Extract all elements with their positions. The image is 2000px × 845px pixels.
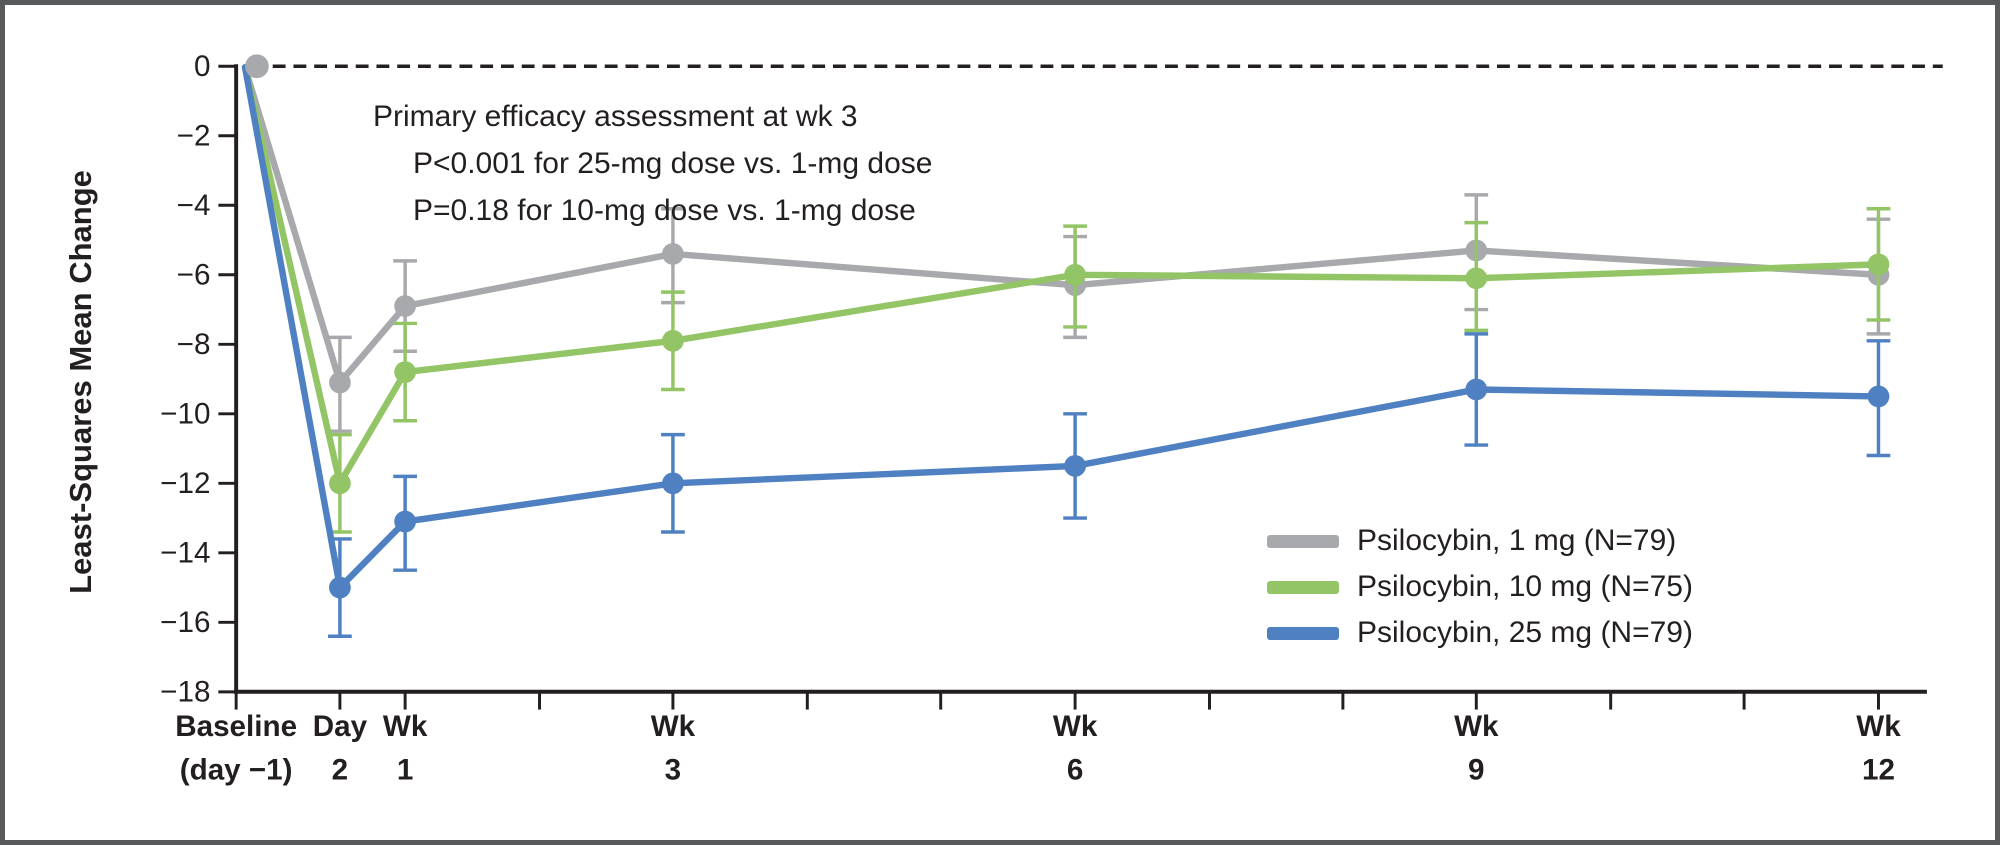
- legend-row-psilocybin-1mg: Psilocybin, 1 mg (N=79): [1267, 518, 1693, 564]
- y-tick-label: −14: [160, 536, 210, 569]
- y-tick-label: −10: [160, 397, 210, 430]
- legend-row-psilocybin-10mg: Psilocybin, 10 mg (N=75): [1267, 564, 1693, 610]
- data-point-psilocybin-1mg: [329, 371, 351, 394]
- data-point-psilocybin-1mg: [394, 295, 416, 317]
- x-tick-label-line1: Day: [313, 710, 368, 743]
- data-point-psilocybin-25mg: [1867, 385, 1890, 408]
- y-tick-label: −6: [177, 258, 211, 291]
- data-point-psilocybin-10mg: [329, 472, 351, 495]
- legend-label-psilocybin-25mg: Psilocybin, 25 mg (N=79): [1357, 616, 1693, 649]
- data-point-psilocybin-25mg: [1064, 455, 1086, 477]
- data-point-psilocybin-10mg: [1465, 267, 1488, 290]
- data-point-psilocybin-10mg: [394, 361, 416, 383]
- x-tick-label-line1: Wk: [383, 710, 428, 743]
- x-tick-label-line2: 12: [1862, 754, 1895, 787]
- data-point-psilocybin-10mg: [1064, 263, 1086, 286]
- y-tick-label: −12: [160, 467, 210, 500]
- y-axis-title: Least-Squares Mean Change: [63, 170, 98, 594]
- x-tick-label-line1: Wk: [1856, 710, 1901, 743]
- data-point-psilocybin-25mg: [662, 472, 684, 495]
- legend-label-psilocybin-1mg: Psilocybin, 1 mg (N=79): [1357, 524, 1677, 557]
- y-tick-label: −18: [160, 675, 210, 708]
- legend-row-psilocybin-25mg: Psilocybin, 25 mg (N=79): [1267, 610, 1693, 656]
- legend-swatch-psilocybin-1mg: [1267, 534, 1339, 548]
- x-tick-label-line2: 1: [397, 754, 413, 787]
- x-tick-label-line1: Baseline: [175, 710, 297, 743]
- x-tick-label-line2: (day −1): [180, 754, 293, 787]
- x-tick-label-line2: 3: [665, 754, 681, 787]
- data-point-psilocybin-25mg: [1465, 378, 1488, 401]
- x-tick-label-line2: 2: [332, 754, 348, 787]
- data-point-psilocybin-25mg: [394, 510, 416, 533]
- annotation-line-2: P<0.001 for 25-mg dose vs. 1-mg dose: [413, 147, 933, 180]
- legend: Psilocybin, 1 mg (N=79) Psilocybin, 10 mg…: [1267, 518, 1693, 656]
- data-point-psilocybin-25mg: [329, 576, 351, 599]
- x-tick-label-line2: 6: [1067, 754, 1083, 787]
- data-point-psilocybin-10mg: [662, 329, 684, 352]
- annotation-line-3: P=0.18 for 10-mg dose vs. 1-mg dose: [413, 194, 916, 227]
- annotation-block: Primary efficacy assessment at wk 3 P<0.0…: [373, 93, 932, 234]
- legend-swatch-psilocybin-10mg: [1267, 580, 1339, 594]
- y-tick-label: −16: [160, 606, 210, 639]
- y-tick-label: −8: [177, 328, 211, 361]
- data-point-psilocybin-1mg: [662, 243, 684, 265]
- x-tick-label-line1: Wk: [651, 710, 696, 743]
- x-tick-label-line1: Wk: [1454, 710, 1499, 743]
- data-point-psilocybin-10mg: [1867, 253, 1890, 276]
- legend-swatch-psilocybin-25mg: [1267, 626, 1339, 640]
- annotation-line-1: Primary efficacy assessment at wk 3: [373, 100, 858, 133]
- x-tick-label-line2: 9: [1468, 754, 1484, 787]
- y-tick-label: −2: [177, 119, 211, 152]
- x-tick-label-line1: Wk: [1053, 710, 1098, 743]
- y-tick-label: −4: [177, 189, 211, 222]
- legend-label-psilocybin-10mg: Psilocybin, 10 mg (N=75): [1357, 570, 1693, 603]
- baseline-data-point-psilocybin-1mg: [245, 54, 269, 79]
- y-tick-label: 0: [194, 50, 210, 83]
